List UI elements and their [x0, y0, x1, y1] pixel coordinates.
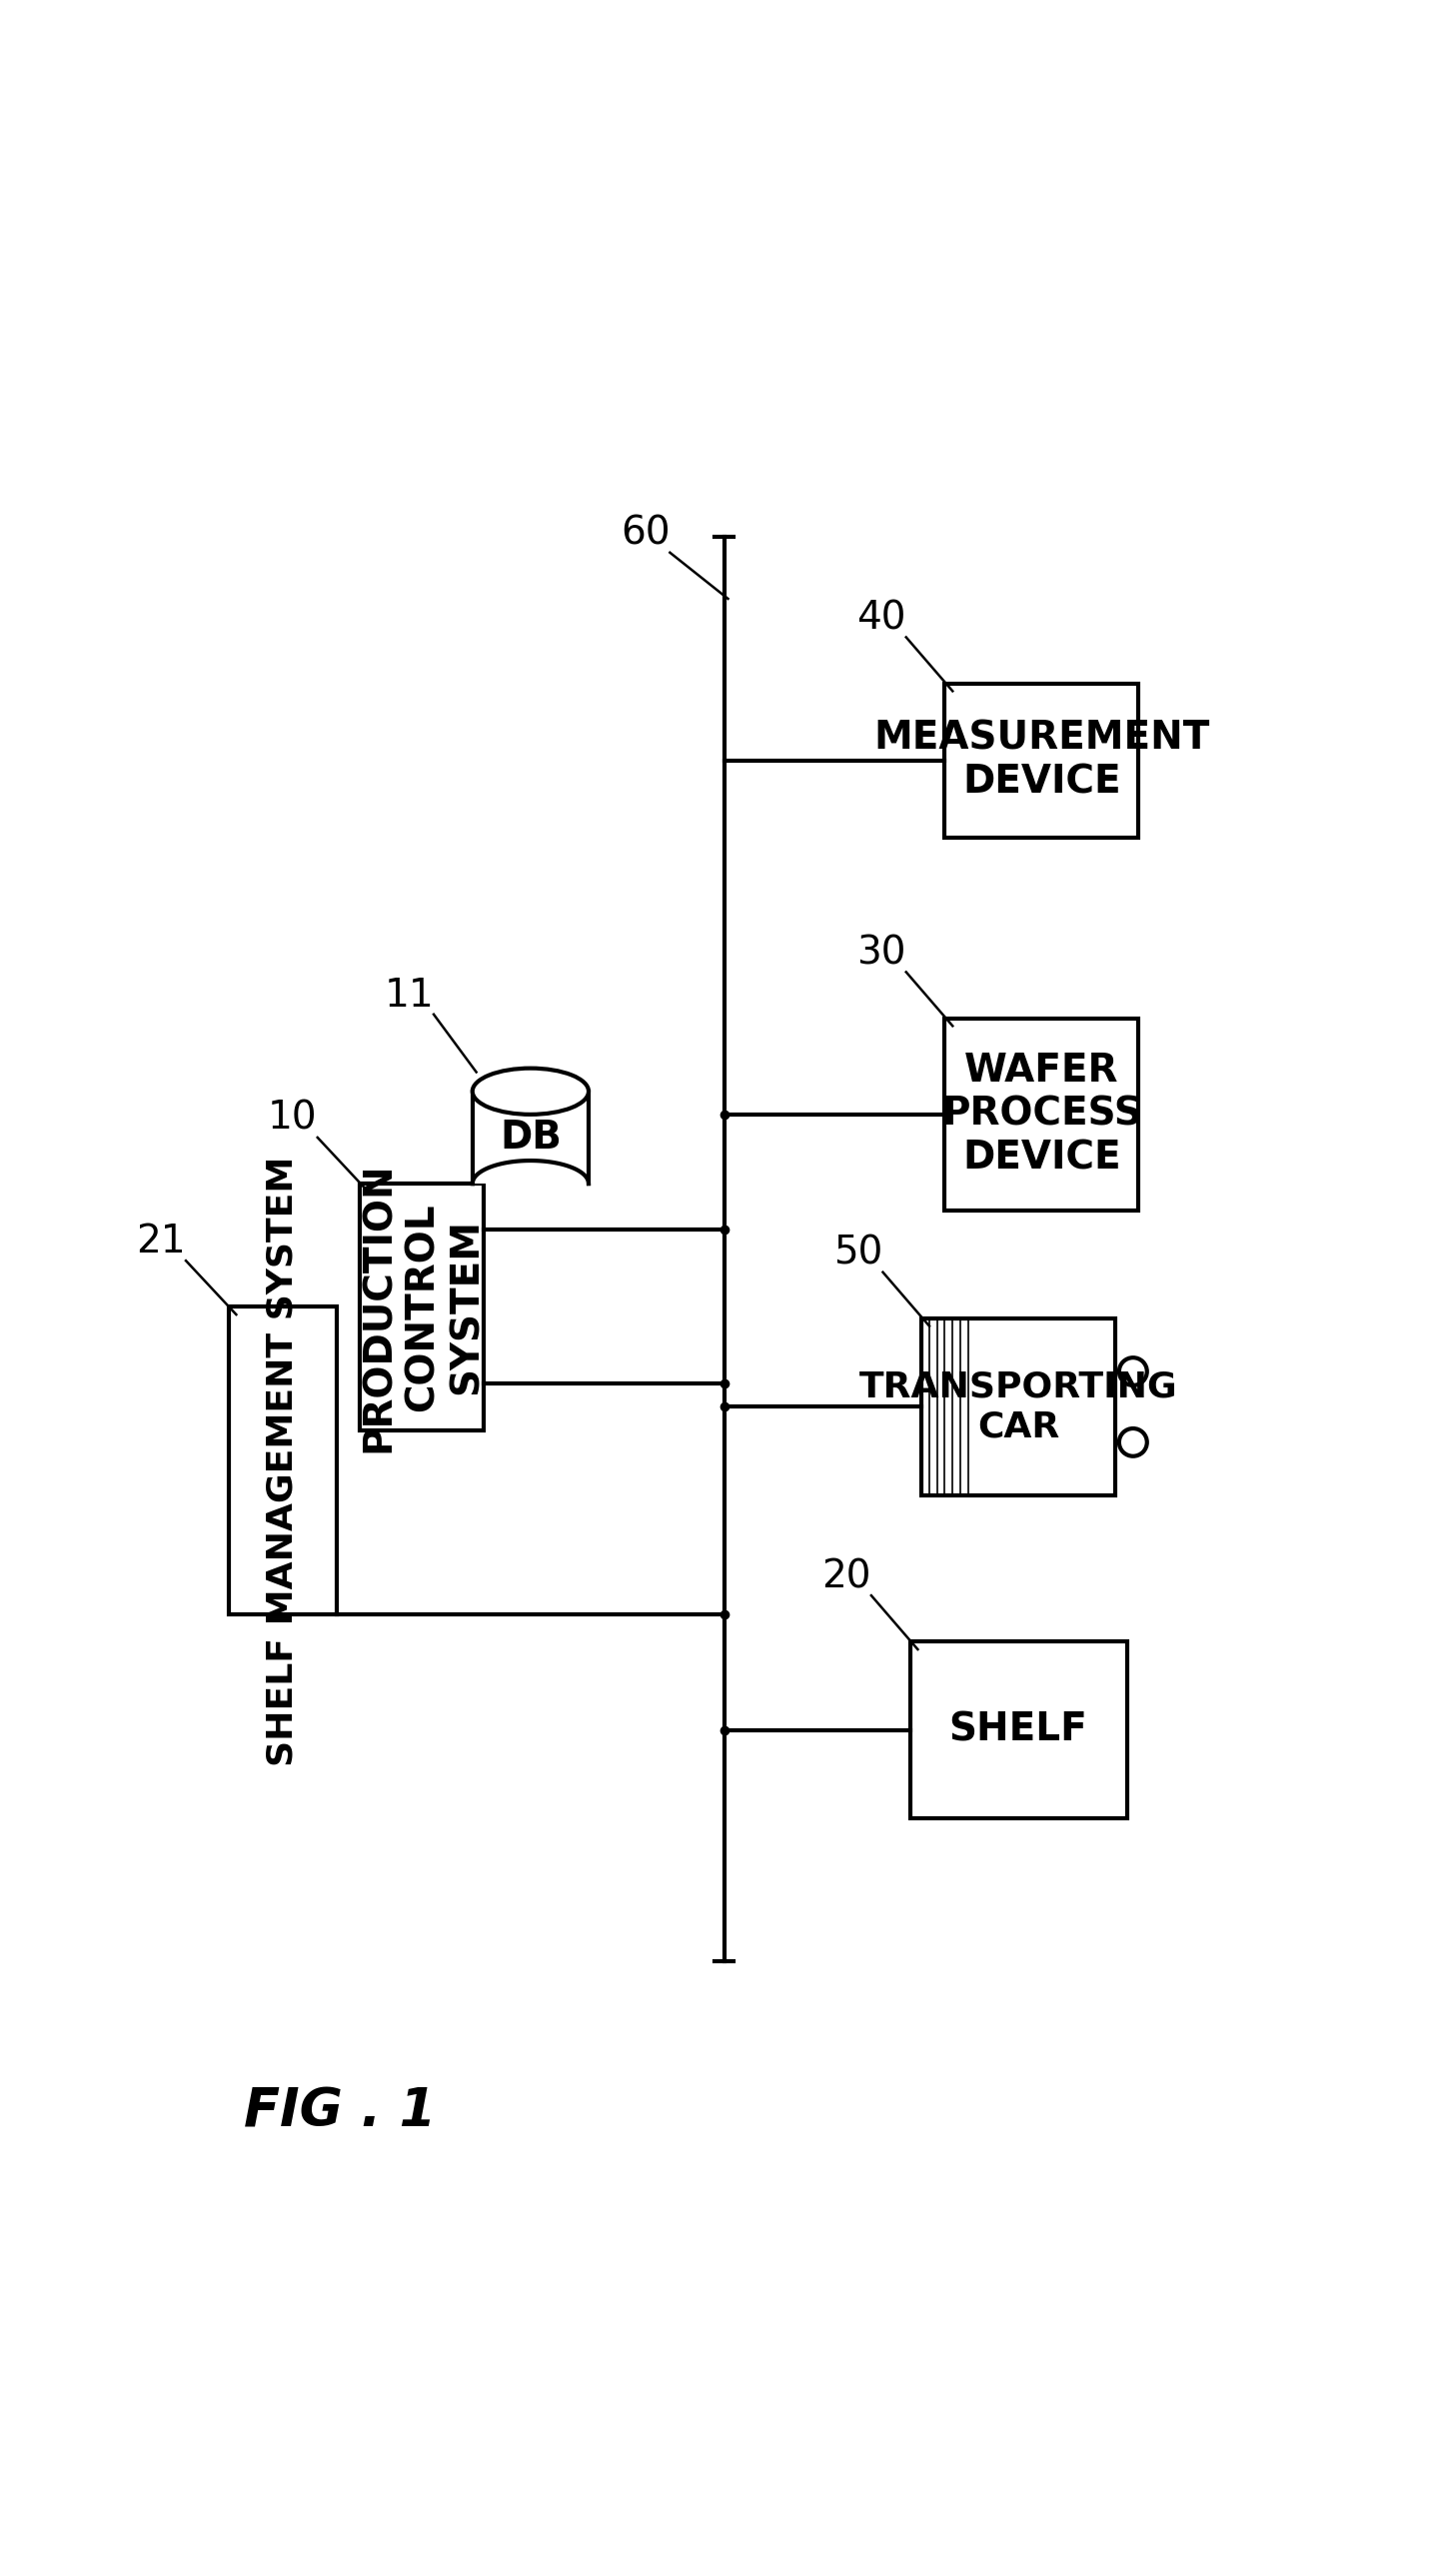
Text: 30: 30 — [856, 934, 906, 972]
Ellipse shape — [472, 1069, 588, 1115]
FancyBboxPatch shape — [945, 1018, 1139, 1210]
FancyBboxPatch shape — [922, 1319, 1115, 1495]
Text: 11: 11 — [384, 977, 434, 1013]
Text: 50: 50 — [833, 1235, 882, 1273]
Text: SHELF MANAGEMENT SYSTEM: SHELF MANAGEMENT SYSTEM — [265, 1156, 300, 1766]
Text: MEASUREMENT
DEVICE: MEASUREMENT DEVICE — [874, 720, 1210, 801]
FancyBboxPatch shape — [945, 684, 1139, 837]
Text: 20: 20 — [821, 1557, 871, 1595]
Text: 40: 40 — [856, 600, 906, 638]
Text: WAFER
PROCESS
DEVICE: WAFER PROCESS DEVICE — [941, 1051, 1142, 1176]
Text: PRODUCTION
CONTROL
SYSTEM: PRODUCTION CONTROL SYSTEM — [360, 1161, 485, 1452]
Text: 10: 10 — [268, 1100, 317, 1138]
Text: SHELF: SHELF — [949, 1712, 1088, 1748]
FancyBboxPatch shape — [360, 1184, 483, 1429]
Text: TRANSPORTING
CAR: TRANSPORTING CAR — [859, 1370, 1178, 1444]
Text: DB: DB — [499, 1118, 562, 1156]
Polygon shape — [472, 1092, 588, 1184]
FancyBboxPatch shape — [910, 1641, 1127, 1820]
Text: 21: 21 — [137, 1222, 186, 1261]
FancyBboxPatch shape — [229, 1307, 336, 1615]
Text: 60: 60 — [620, 516, 670, 554]
Text: FIG . 1: FIG . 1 — [245, 2085, 437, 2139]
